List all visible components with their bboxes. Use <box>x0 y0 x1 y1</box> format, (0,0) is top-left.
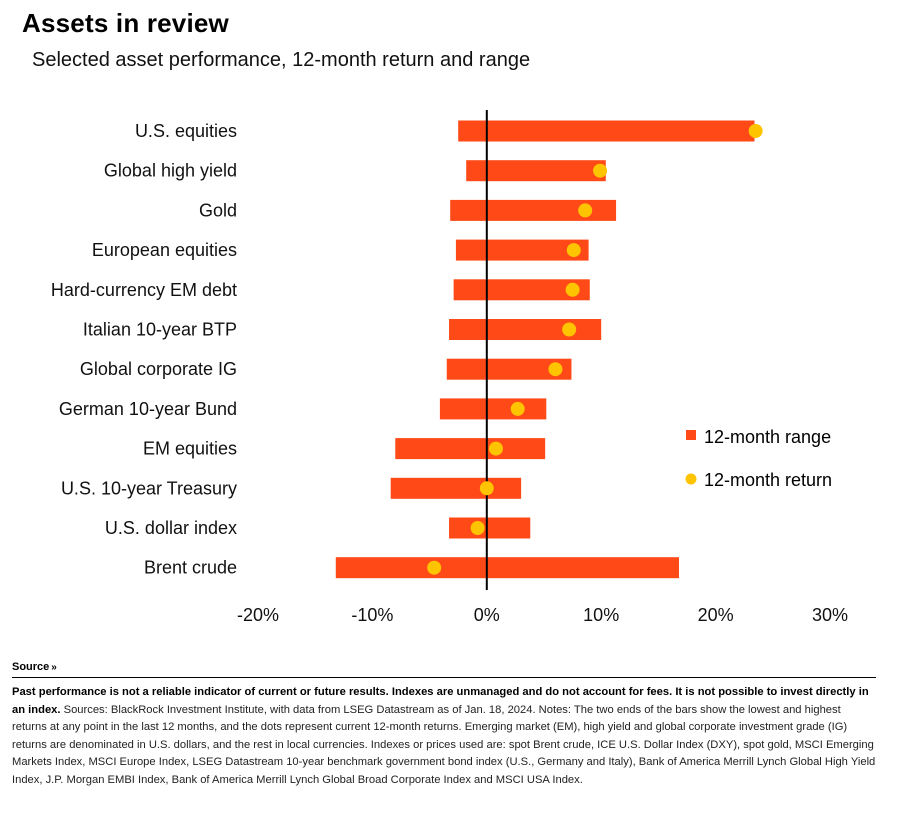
return-dot <box>427 560 442 575</box>
chevron-down-icon: » <box>51 662 57 673</box>
category-label: European equities <box>92 240 237 260</box>
x-tick-label: -10% <box>351 605 393 625</box>
category-label: Global corporate IG <box>80 359 237 379</box>
divider <box>12 677 876 678</box>
category-label: Italian 10-year BTP <box>83 320 237 340</box>
x-tick-label: 10% <box>583 605 619 625</box>
range-bar <box>449 517 531 539</box>
legend-return-label: 12-month return <box>704 470 832 490</box>
return-dot <box>479 481 494 496</box>
return-dot <box>565 282 580 297</box>
category-label: U.S. equities <box>135 121 237 141</box>
range-bar <box>390 477 522 499</box>
return-dot <box>593 163 608 178</box>
legend-range-label: 12-month range <box>704 427 831 447</box>
range-bar <box>450 199 617 221</box>
return-dot <box>470 521 485 535</box>
range-bar <box>439 398 547 420</box>
category-labels: U.S. equities Global high yield Gold Europe… <box>51 121 237 578</box>
category-label: EM equities <box>143 439 237 459</box>
return-dot <box>510 401 525 416</box>
return-dots <box>427 124 763 575</box>
notes-text: Sources: BlackRock Investment Institute,… <box>12 703 876 786</box>
category-label: U.S. 10-year Treasury <box>61 478 237 498</box>
return-dot <box>488 441 503 456</box>
range-bar <box>466 160 606 182</box>
range-bar <box>455 239 589 261</box>
range-bar <box>335 557 679 579</box>
range-chart: U.S. equities Global high yield Gold Europe… <box>51 110 848 625</box>
legend-return-swatch <box>685 473 697 485</box>
disclaimer-text: Past performance is not a reliable indic… <box>12 686 869 716</box>
source-label: Source <box>12 661 50 673</box>
return-dot <box>548 362 563 377</box>
return-dot <box>748 124 763 138</box>
category-label: Hard-currency EM debt <box>51 280 237 300</box>
return-dot <box>562 322 577 337</box>
legend-range-swatch <box>686 430 696 440</box>
x-tick-label: 20% <box>698 605 734 625</box>
return-dot <box>578 203 593 218</box>
chart-subtitle: Selected asset performance, 12-month ret… <box>32 49 531 71</box>
category-label: Gold <box>199 200 237 220</box>
range-bar <box>458 120 755 142</box>
source-toggle[interactable]: Source» <box>12 661 57 673</box>
range-bars <box>335 120 755 579</box>
category-label: U.S. dollar index <box>105 518 237 538</box>
category-label: Global high yield <box>104 161 237 181</box>
range-bar <box>446 358 572 380</box>
return-dot <box>566 243 581 258</box>
x-tick-label: -20% <box>237 605 279 625</box>
category-label: Brent crude <box>144 558 237 578</box>
x-tick-label: 0% <box>474 605 500 625</box>
x-tick-label: 30% <box>812 605 848 625</box>
range-bar <box>395 438 546 460</box>
source-notes: Past performance is not a reliable indic… <box>12 684 878 789</box>
x-axis-ticks: -20% -10% 0% 10% 20% 30% <box>237 605 848 625</box>
category-label: German 10-year Bund <box>59 399 237 419</box>
range-bar <box>449 319 602 340</box>
legend: 12-month range 12-month return <box>685 427 832 490</box>
page-title: Assets in review <box>22 8 229 38</box>
